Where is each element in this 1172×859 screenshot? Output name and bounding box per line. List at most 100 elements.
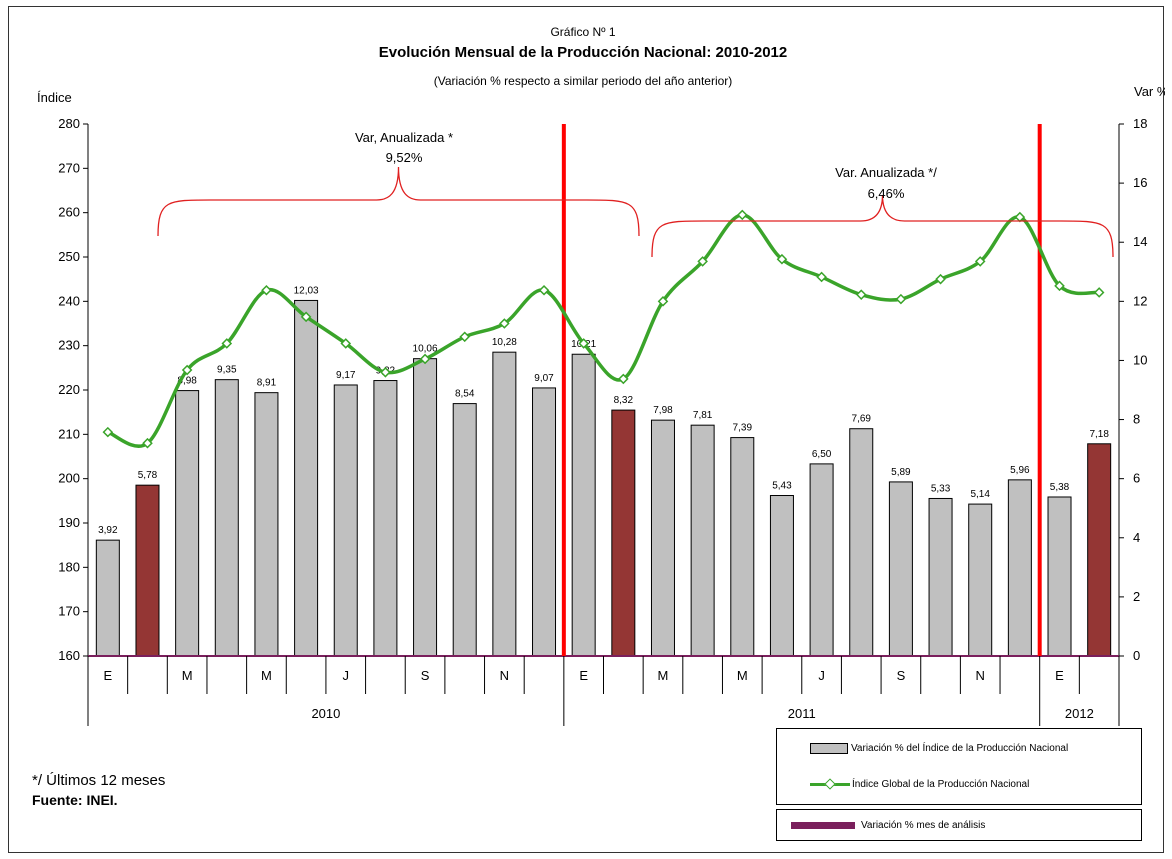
index-line-point: [538, 284, 550, 296]
bar-value-label: 5,38: [1050, 482, 1070, 493]
left-tick-label: 240: [58, 293, 80, 308]
index-line-point: [261, 284, 272, 296]
left-tick-label: 210: [58, 426, 80, 441]
bar: [730, 437, 755, 657]
bar-value-label: 12,03: [294, 285, 319, 296]
index-line-point: [618, 373, 629, 385]
index-line-point: [974, 256, 986, 267]
bar-value-label: 7,18: [1089, 429, 1109, 440]
annotation-2010-value: 9,52%: [386, 150, 423, 165]
x-tick-label: E: [103, 668, 112, 683]
index-line-point: [459, 331, 471, 343]
bar-value-label: 5,14: [970, 489, 990, 500]
right-axis-label: Var %: [1134, 84, 1165, 99]
bar: [294, 299, 319, 657]
brace-2010: [157, 166, 640, 237]
bar: [373, 380, 398, 657]
legend-item-bars: Variación % del Índice de la Producción …: [810, 743, 1068, 754]
bar-value-label: 5,96: [1010, 465, 1030, 476]
bar-value-label: 10,28: [492, 337, 517, 348]
right-tick-label: 10: [1133, 352, 1147, 367]
left-tick-label: 280: [58, 116, 80, 131]
x-tick-label: E: [579, 668, 588, 683]
bar: [333, 384, 358, 657]
bar-value-label: 5,33: [931, 483, 951, 494]
source-note: Fuente: INEI.: [32, 792, 118, 808]
bar: [413, 358, 438, 657]
bar: [135, 484, 160, 657]
index-line-point: [380, 366, 391, 378]
left-axis-label: Índice: [37, 90, 72, 105]
bar-value-label: 7,69: [852, 414, 872, 425]
index-line-point: [935, 273, 946, 285]
bar: [968, 503, 993, 657]
index-line-point: [855, 289, 867, 300]
index-line-point: [221, 338, 233, 349]
legend-highlight-label: Variación % mes de análisis: [861, 820, 986, 831]
index-line-point: [816, 271, 827, 283]
bar: [571, 353, 596, 657]
index-line-point: [1014, 211, 1026, 223]
index-line-point: [419, 353, 431, 365]
bar-value-label: 3,92: [98, 525, 118, 536]
bar-value-label: 10,06: [413, 344, 438, 355]
bar-value-label: 5,43: [772, 481, 792, 492]
year-label: 2010: [311, 706, 340, 721]
bar-value-label: 9,35: [217, 365, 237, 376]
left-tick-label: 160: [58, 648, 80, 663]
chart-frame: Gráfico Nº 1 Evolución Mensual de la Pro…: [8, 6, 1165, 853]
bar-value-label: 7,81: [693, 410, 713, 421]
brace-2011: [651, 194, 1114, 258]
right-tick-label: 2: [1133, 589, 1140, 604]
chart-canvas: Gráfico Nº 1 Evolución Mensual de la Pro…: [37, 25, 1165, 726]
bar-value-label: 9,07: [534, 373, 554, 384]
index-line-point: [895, 293, 907, 305]
bar: [1047, 496, 1072, 657]
x-tick-label: J: [343, 668, 350, 683]
bar-value-label: 8,54: [455, 389, 475, 400]
year-label: 2011: [788, 706, 816, 721]
right-tick-label: 12: [1133, 293, 1147, 308]
bar: [452, 403, 477, 657]
right-tick-label: 6: [1133, 471, 1140, 486]
x-tick-label: M: [261, 668, 272, 683]
year-label: 2012: [1065, 706, 1094, 721]
index-line-point: [340, 338, 352, 349]
bar-swatch-icon: [810, 743, 848, 754]
index-line-point: [181, 364, 193, 376]
chart-title: Evolución Mensual de la Producción Nacio…: [379, 44, 787, 61]
legend-line-label: Índice Global de la Producción Nacional: [852, 778, 1030, 790]
bar: [492, 351, 517, 657]
line-swatch-icon: [810, 778, 850, 790]
bar: [95, 539, 120, 657]
bar-value-label: 8,98: [177, 376, 197, 387]
index-line-point: [1093, 287, 1105, 298]
right-tick-label: 16: [1133, 175, 1147, 190]
chart-subtitle: (Variación % respecto a similar periodo …: [434, 74, 733, 88]
plot-area: 1601701801902002102202302402502602702800…: [58, 116, 1147, 726]
index-line-point: [736, 209, 748, 221]
index-line-point: [499, 318, 510, 329]
right-tick-label: 0: [1133, 648, 1140, 663]
bar: [888, 481, 913, 657]
figure-number: Gráfico Nº 1: [550, 25, 615, 39]
notes: */ Últimos 12 meses Fuente: INEI.: [32, 772, 165, 811]
index-line-point: [657, 296, 669, 307]
bar: [1007, 479, 1032, 657]
footnote: */ Últimos 12 meses: [32, 772, 166, 789]
bar: [928, 497, 953, 657]
index-line-point: [142, 437, 153, 449]
x-tick-label: M: [737, 668, 748, 683]
bar: [214, 379, 239, 657]
left-tick-label: 170: [58, 604, 80, 619]
bar-value-label: 6,50: [812, 449, 832, 460]
right-tick-label: 8: [1133, 412, 1140, 427]
index-line-point: [697, 256, 708, 267]
bar: [769, 495, 794, 657]
bar: [650, 419, 675, 657]
left-tick-label: 230: [58, 338, 80, 353]
x-tick-label: N: [976, 668, 985, 683]
legend-bars-label: Variación % del Índice de la Producción …: [851, 743, 1069, 754]
x-tick-label: S: [897, 668, 906, 683]
bar-value-label: 7,39: [733, 423, 753, 434]
